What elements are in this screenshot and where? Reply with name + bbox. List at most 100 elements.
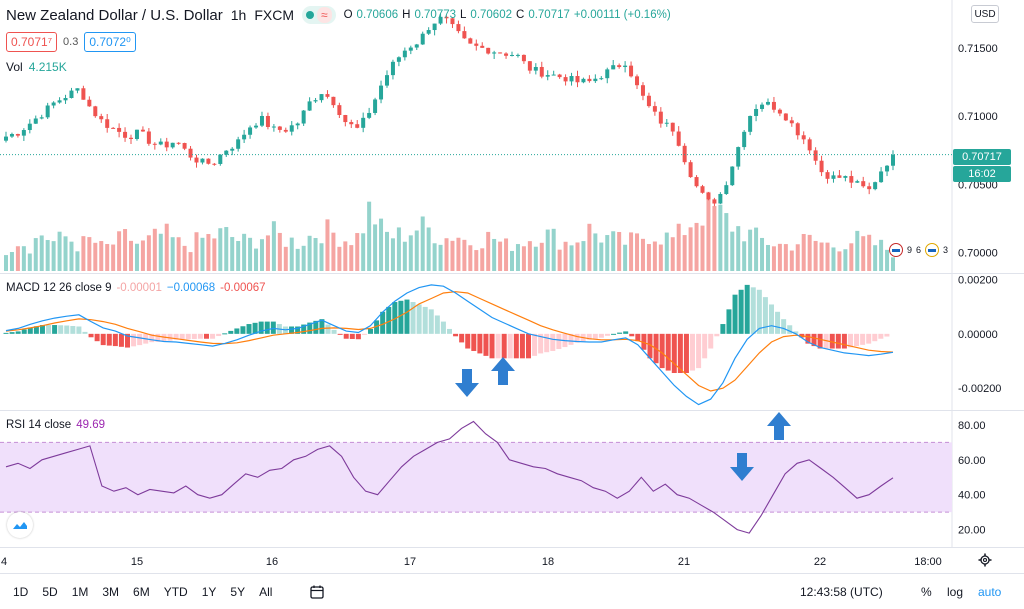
macd-tick-label: -0.00200 [958,383,1001,395]
timeframe-button-1d[interactable]: 1D [13,584,29,599]
volume-bar [307,235,312,271]
interval-label[interactable]: 1h [230,7,247,23]
buy-button[interactable]: 0.7072⁰ [84,32,136,52]
low-key: L [460,9,467,21]
volume-bar [402,241,407,271]
down-arrow-icon [455,369,479,397]
event-count-3: 3 [943,245,949,255]
macd-histogram-bar [386,306,392,334]
symbol-title[interactable]: New Zealand Dollar / U.S. Dollar [6,6,223,24]
volume-bar [408,235,413,271]
candle-body [170,142,175,148]
volume-bar [414,230,419,271]
volume-bar [498,241,503,271]
macd-histogram-bar [76,326,82,334]
timeframe-button-5d[interactable]: 5D [42,584,58,599]
timeframe-button-ytd[interactable]: YTD [163,584,188,599]
macd-histogram-bar [677,333,683,374]
macd-histogram-bar [264,321,270,334]
market-status-pill[interactable]: ≈ [302,6,336,24]
candle-body [694,177,699,187]
volume-bar [69,241,74,271]
sell-button[interactable]: 0.7071⁷ [6,32,58,52]
timeframe-button-all[interactable]: All [259,584,273,599]
timeframe-button-5y[interactable]: 5Y [230,584,246,599]
price-tick-label: 0.71000 [958,111,998,123]
nz-flag-icon[interactable] [925,243,940,257]
macd-legend[interactable]: MACD 12 26 close 9 -0.00001 −0.00068 -0.… [6,282,266,294]
volume-bar [331,232,336,271]
macd-histogram-bar [355,333,361,340]
candle-body [658,111,663,124]
volume-bar [39,235,44,271]
date-range-icon[interactable] [309,584,325,600]
log-scale-button[interactable]: log [947,584,964,599]
settings-gear-icon[interactable] [978,553,992,567]
volume-bar [254,248,259,271]
candle-body [670,122,675,132]
candle-body [492,52,497,54]
volume-bar [379,218,384,271]
candle-body [212,163,217,165]
candle-body [551,74,556,76]
macd-histogram-bar [714,333,720,337]
candle-body [224,150,229,155]
volume-bar [551,228,556,271]
macd-histogram-bar [228,330,234,334]
macd-histogram-bar [574,333,580,343]
macd-histogram-bar [872,333,878,342]
macd-histogram-bar [289,326,295,334]
chart-canvas[interactable]: 0.71500 0.71000 0.70500 0.70000 0.00200 0.000… [0,0,1024,573]
macd-histogram-bar [544,333,550,353]
candle-body [123,131,128,138]
timeframe-button-1m[interactable]: 1M [71,584,89,599]
candle-body [420,33,425,45]
rsi-legend[interactable]: RSI 14 close 49.69 [6,419,105,431]
currency-button[interactable]: USD [971,5,999,23]
time-tick-label: 16 [266,556,278,568]
macd-tick-label: 0.00200 [958,274,998,286]
candle-body [765,101,770,105]
macd-tick-label: 0.00000 [958,329,998,341]
candle-body [504,53,509,56]
macd-histogram-bar [210,333,216,339]
candle-body [51,102,56,106]
candle-body [611,65,616,70]
macd-histogram-bar [629,333,635,337]
us-flag-icon[interactable] [889,243,903,257]
candle-body [486,47,491,54]
candle-body [134,129,139,140]
auto-scale-button[interactable]: auto [978,584,1002,599]
timeframe-button-6m[interactable]: 6M [133,584,150,599]
macd-histogram-bar [307,322,313,334]
candle-body [575,76,580,83]
timeframe-button-1y[interactable]: 1Y [201,584,217,599]
volume-bar [736,226,741,271]
volume-bar [664,232,669,271]
volume-bar [640,238,645,271]
macd-histogram-bar [854,333,860,347]
volume-bar [384,231,389,271]
candle-body [879,171,884,183]
economic-events[interactable]: 9 6 3 [889,243,948,257]
countdown-tag: 16:02 [953,166,1011,182]
volume-legend[interactable]: Vol 4.215K [6,60,67,74]
volume-bar [504,238,509,271]
volume-bar [611,231,616,271]
utc-clock[interactable]: 12:43:58 (UTC) [800,584,883,599]
percent-scale-button[interactable]: % [921,584,932,599]
tradingview-logo-icon[interactable] [7,512,33,538]
macd-histogram-bar [398,300,404,334]
macd-histogram-bar [21,329,27,334]
candle-body [605,69,610,79]
macd-histogram-bar [495,333,501,359]
volume-bar [313,237,318,271]
macd-histogram-bar [197,333,203,339]
timeframe-button-3m[interactable]: 3M [102,584,120,599]
time-tick-label: 18 [542,556,554,568]
macd-histogram-bar [750,287,756,334]
macd-histogram-bar [465,333,471,349]
candle-body [462,31,467,39]
volume-bar [93,242,98,271]
candle-body [807,139,812,151]
